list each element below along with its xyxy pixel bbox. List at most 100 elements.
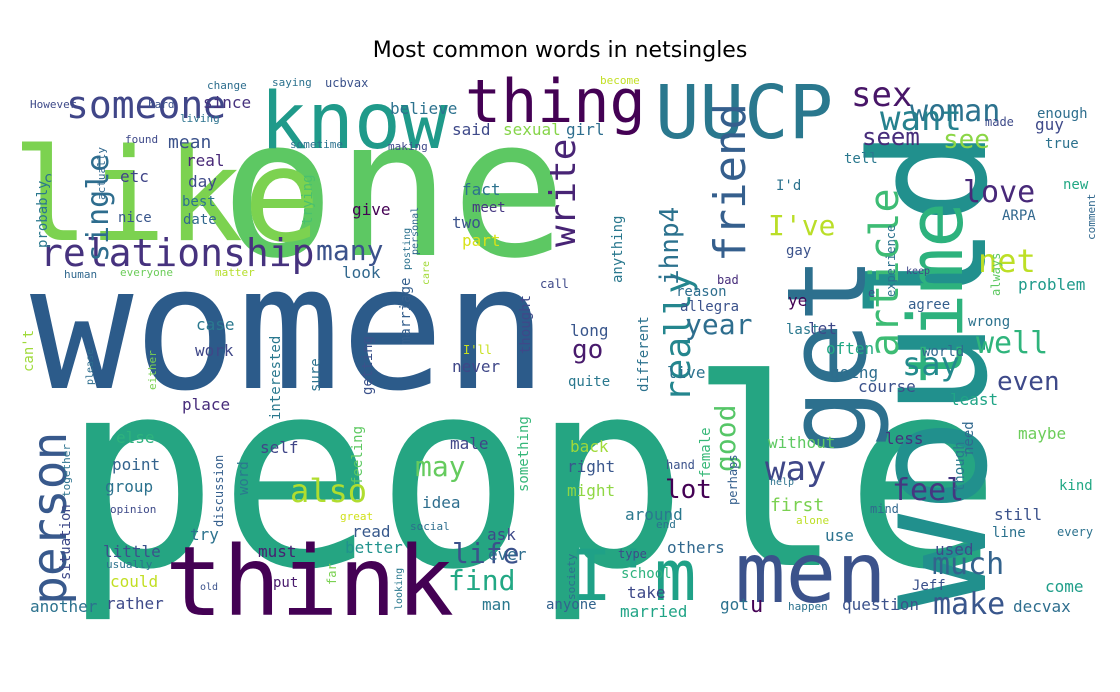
- cloud-word: since: [203, 93, 251, 112]
- cloud-word: believe: [390, 99, 457, 118]
- cloud-word: others: [667, 538, 725, 557]
- cloud-word: world: [922, 344, 964, 360]
- cloud-word: else: [116, 428, 155, 447]
- cloud-word: far: [325, 563, 339, 585]
- cloud-word: saying: [272, 76, 312, 89]
- cloud-word: first: [770, 495, 824, 516]
- cloud-word: getting: [360, 336, 376, 395]
- cloud-word: life: [452, 537, 519, 570]
- cloud-word: feel: [892, 473, 964, 508]
- cloud-word: please: [85, 349, 96, 385]
- cloud-word: posting: [402, 228, 413, 270]
- cloud-word: got: [720, 595, 749, 614]
- cloud-word: wrong: [968, 314, 1010, 330]
- cloud-word: used: [935, 540, 974, 559]
- cloud-word: hand: [666, 458, 695, 472]
- cloud-word: quite: [568, 374, 610, 390]
- cloud-word: live: [667, 363, 706, 382]
- cloud-word: meet: [472, 200, 506, 216]
- cloud-word: case: [196, 315, 235, 334]
- cloud-word: part: [462, 231, 501, 250]
- cloud-word: c: [44, 170, 52, 186]
- cloud-word: u: [750, 593, 763, 618]
- cloud-word: going: [830, 363, 878, 382]
- cloud-word: around: [625, 505, 683, 524]
- cloud-word: time: [891, 202, 980, 385]
- cloud-word: write: [543, 139, 584, 247]
- cloud-word: something: [516, 416, 532, 492]
- cloud-word: I'm: [570, 535, 696, 617]
- cloud-word: mind: [870, 502, 899, 516]
- cloud-word: article: [862, 188, 908, 357]
- cloud-word: can't: [21, 330, 37, 372]
- cloud-word: either: [146, 350, 159, 390]
- cloud-word: least: [950, 390, 998, 409]
- cloud-word: even: [997, 367, 1060, 397]
- cloud-word: give: [352, 200, 391, 219]
- cloud-word: care: [421, 261, 432, 285]
- cloud-word: old: [200, 582, 218, 593]
- cloud-word: every: [1057, 525, 1093, 539]
- cloud-word: kind: [1059, 478, 1093, 494]
- cloud-word: nice: [118, 210, 152, 226]
- cloud-word: could: [110, 572, 158, 591]
- cloud-word: usually: [106, 558, 153, 571]
- cloud-word: ask: [487, 525, 516, 544]
- cloud-word: make: [933, 587, 1005, 622]
- cloud-word: ihnp4: [655, 207, 685, 285]
- cloud-word: women: [30, 228, 548, 429]
- cloud-word: female: [698, 427, 714, 478]
- cloud-word: married: [620, 602, 687, 621]
- cloud-word: right: [567, 457, 615, 476]
- cloud-word: person: [22, 432, 78, 605]
- cloud-word: said: [452, 120, 491, 139]
- cloud-word: get: [763, 256, 891, 455]
- cloud-word: personal: [410, 207, 421, 255]
- cloud-word: opinion: [110, 503, 156, 516]
- cloud-word: sure: [308, 358, 324, 392]
- cloud-word: point: [112, 455, 160, 474]
- cloud-word: another: [30, 597, 98, 616]
- cloud-word: way: [765, 449, 826, 489]
- cloud-word: group: [105, 477, 153, 496]
- cloud-word: thought: [518, 295, 534, 354]
- cloud-word: lot: [665, 475, 712, 505]
- cloud-word: UUCP: [655, 70, 833, 156]
- cloud-word: perhaps: [726, 454, 740, 505]
- cloud-word: thing: [465, 67, 646, 137]
- cloud-word: sex: [851, 75, 912, 115]
- cloud-word: much: [932, 547, 1004, 582]
- cloud-word: different: [636, 316, 652, 392]
- cloud-word: experience: [884, 225, 898, 297]
- cloud-word: better: [345, 538, 403, 557]
- cloud-word: must: [258, 542, 297, 561]
- cloud-word: year: [685, 308, 752, 341]
- cloud-word: together: [60, 444, 73, 497]
- cloud-word: less: [885, 429, 924, 448]
- cloud-word: found: [125, 133, 158, 146]
- cloud-word: ucbvax: [325, 76, 368, 90]
- cloud-word: one: [220, 78, 567, 301]
- cloud-word: come: [1045, 577, 1084, 596]
- cloud-word: everyone: [120, 266, 173, 279]
- cloud-word: society: [565, 553, 578, 600]
- cloud-word: find: [448, 564, 515, 597]
- cloud-word: girl: [566, 120, 605, 139]
- cloud-word: use: [825, 526, 854, 545]
- cloud-word: making: [388, 140, 428, 153]
- cloud-word: know: [260, 77, 448, 167]
- cloud-word: maybe: [1018, 424, 1066, 443]
- cloud-word: marriage: [398, 278, 414, 345]
- cloud-word: I'd: [776, 178, 801, 194]
- cloud-word: read: [352, 522, 391, 541]
- cloud-word: social: [410, 520, 450, 533]
- cloud-word: also: [290, 472, 367, 510]
- cloud-word: discussion: [212, 455, 226, 527]
- cloud-word: friend: [705, 103, 756, 262]
- cloud-word: actually: [95, 147, 108, 200]
- cloud-word: bad: [717, 273, 739, 287]
- cloud-word: probably: [35, 181, 51, 248]
- cloud-word: long: [570, 321, 609, 340]
- cloud-word: say: [902, 345, 960, 383]
- cloud-word: single: [81, 154, 116, 262]
